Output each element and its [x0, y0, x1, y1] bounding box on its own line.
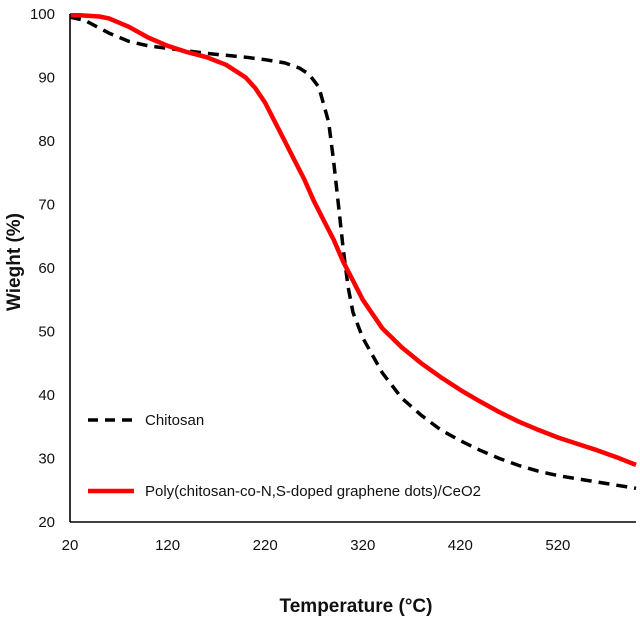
x-tick-label: 20 — [62, 537, 79, 554]
y-tick-label: 40 — [38, 387, 55, 404]
y-tick-label: 50 — [38, 324, 55, 341]
x-tick-label: 520 — [545, 537, 570, 554]
y-tick-label: 20 — [38, 514, 55, 531]
y-tick-label: 90 — [38, 70, 55, 87]
axes — [69, 14, 636, 523]
x-tick-label: 420 — [448, 537, 473, 554]
x-tick-label: 220 — [253, 537, 278, 554]
plot-area — [69, 13, 637, 491]
legend: Chitosan Poly(chitosan-co-N,S-doped grap… — [88, 412, 481, 500]
x-axis-title: Temperature (°C) — [280, 596, 433, 617]
tick-labels: 20 120 220 320 420 520 20 30 40 50 60 70 80 90 100 — [30, 6, 570, 554]
legend-label-chitosan: Chitosan — [145, 412, 204, 429]
x-tick-label: 120 — [155, 537, 180, 554]
y-tick-label: 80 — [38, 133, 55, 150]
y-tick-label: 30 — [38, 451, 55, 468]
x-tick-label: 320 — [350, 537, 375, 554]
series-line-1 — [70, 13, 637, 467]
y-axis-title: Wieght (%) — [4, 213, 25, 311]
legend-label-composite: Poly(chitosan-co-N,S-doped graphene dots… — [145, 483, 481, 500]
y-tick-label: 70 — [38, 197, 55, 214]
series-line-0 — [69, 15, 637, 491]
y-tick-label: 60 — [38, 260, 55, 277]
y-tick-label: 100 — [30, 6, 55, 23]
